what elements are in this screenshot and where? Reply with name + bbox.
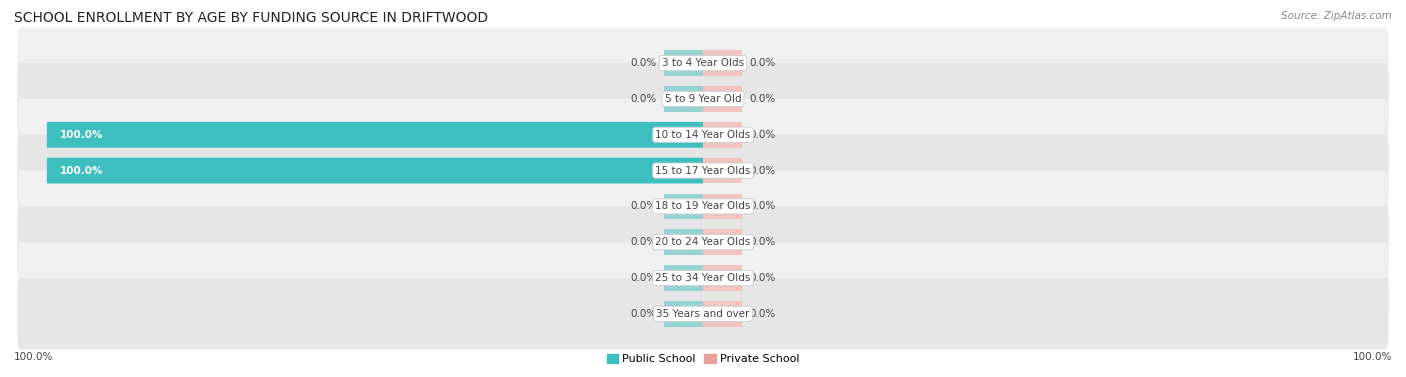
FancyBboxPatch shape <box>17 278 1389 350</box>
Text: 0.0%: 0.0% <box>749 166 775 176</box>
Text: 0.0%: 0.0% <box>749 201 775 211</box>
FancyBboxPatch shape <box>17 28 1389 99</box>
Text: 100.0%: 100.0% <box>60 130 104 140</box>
FancyBboxPatch shape <box>46 122 703 148</box>
FancyBboxPatch shape <box>17 63 1389 135</box>
Bar <box>664 301 703 327</box>
Bar <box>664 229 703 255</box>
Text: 0.0%: 0.0% <box>631 58 657 68</box>
Text: 35 Years and over: 35 Years and over <box>657 309 749 319</box>
Text: 0.0%: 0.0% <box>631 201 657 211</box>
Bar <box>664 193 703 219</box>
Bar <box>664 50 703 76</box>
Text: SCHOOL ENROLLMENT BY AGE BY FUNDING SOURCE IN DRIFTWOOD: SCHOOL ENROLLMENT BY AGE BY FUNDING SOUR… <box>14 11 488 25</box>
Legend: Public School, Private School: Public School, Private School <box>603 351 803 368</box>
Text: 10 to 14 Year Olds: 10 to 14 Year Olds <box>655 130 751 140</box>
Text: 0.0%: 0.0% <box>749 237 775 247</box>
Bar <box>703 229 742 255</box>
Text: 15 to 17 Year Olds: 15 to 17 Year Olds <box>655 166 751 176</box>
Bar <box>703 86 742 112</box>
Bar <box>703 301 742 327</box>
Text: 5 to 9 Year Old: 5 to 9 Year Old <box>665 94 741 104</box>
FancyBboxPatch shape <box>17 171 1389 242</box>
Bar <box>664 265 703 291</box>
Text: 18 to 19 Year Olds: 18 to 19 Year Olds <box>655 201 751 211</box>
FancyBboxPatch shape <box>17 207 1389 278</box>
Text: Source: ZipAtlas.com: Source: ZipAtlas.com <box>1281 11 1392 21</box>
Text: 0.0%: 0.0% <box>749 130 775 140</box>
Text: 100.0%: 100.0% <box>14 352 53 362</box>
Text: 0.0%: 0.0% <box>631 237 657 247</box>
Bar <box>703 265 742 291</box>
Text: 3 to 4 Year Olds: 3 to 4 Year Olds <box>662 58 744 68</box>
Bar <box>703 158 742 184</box>
Text: 0.0%: 0.0% <box>631 309 657 319</box>
Text: 20 to 24 Year Olds: 20 to 24 Year Olds <box>655 237 751 247</box>
FancyBboxPatch shape <box>17 135 1389 207</box>
Bar <box>703 50 742 76</box>
Bar <box>703 122 742 148</box>
Text: 0.0%: 0.0% <box>631 94 657 104</box>
FancyBboxPatch shape <box>46 158 703 184</box>
FancyBboxPatch shape <box>17 242 1389 314</box>
Text: 0.0%: 0.0% <box>749 309 775 319</box>
Text: 25 to 34 Year Olds: 25 to 34 Year Olds <box>655 273 751 283</box>
Text: 0.0%: 0.0% <box>749 94 775 104</box>
Text: 0.0%: 0.0% <box>749 58 775 68</box>
Bar <box>703 193 742 219</box>
Text: 100.0%: 100.0% <box>1353 352 1392 362</box>
Text: 0.0%: 0.0% <box>631 273 657 283</box>
Text: 0.0%: 0.0% <box>749 273 775 283</box>
Text: 100.0%: 100.0% <box>60 166 104 176</box>
FancyBboxPatch shape <box>17 99 1389 171</box>
Bar <box>664 86 703 112</box>
